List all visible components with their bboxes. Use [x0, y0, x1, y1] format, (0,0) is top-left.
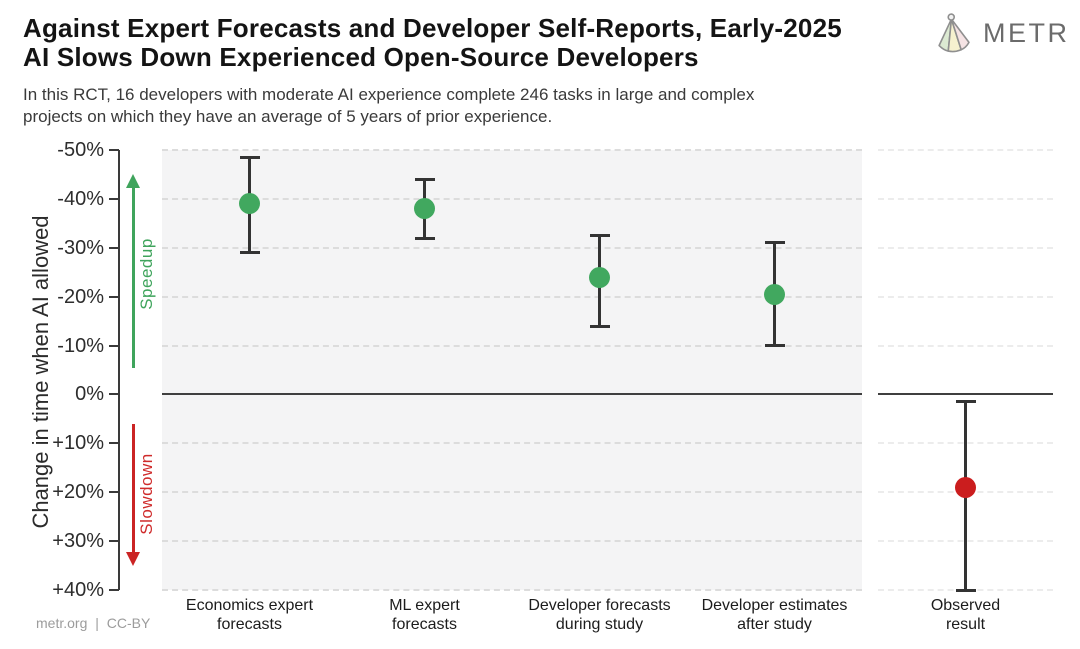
x-axis-label: Observed result: [930, 597, 1001, 633]
y-tick-label: -30%: [57, 236, 104, 259]
speedup-arrow-head-icon: [125, 174, 140, 188]
gridline: [878, 295, 1053, 298]
y-tick-mark: [109, 246, 119, 249]
gridline: [162, 589, 862, 591]
error-cap-bottom: [239, 251, 260, 255]
gridline: [878, 246, 1053, 249]
gridline: [162, 246, 862, 249]
slowdown-arrow: [131, 424, 135, 554]
y-tick-mark: [109, 149, 119, 151]
y-tick-mark: [109, 393, 119, 396]
y-tick-label: 0%: [75, 383, 104, 406]
metr-logo: METR: [931, 10, 1071, 56]
error-cap-top: [589, 234, 610, 238]
error-cap-top: [764, 241, 785, 245]
data-point: [955, 476, 976, 498]
y-tick-mark: [109, 295, 119, 298]
y-tick-mark: [109, 589, 119, 591]
x-axis-label: Developer forecasts during study: [528, 597, 671, 633]
y-tick-mark: [109, 344, 119, 347]
y-tick-label: +10%: [52, 432, 104, 455]
gridline: [162, 295, 862, 298]
gridline: [162, 442, 862, 445]
gridline: [878, 344, 1053, 347]
y-tick-label: +30%: [52, 530, 104, 553]
error-cap-bottom: [414, 236, 435, 240]
speedup-arrow: [131, 186, 135, 368]
y-tick-mark: [109, 491, 119, 494]
data-point: [239, 193, 260, 215]
footer-credit: metr.org | CC-BY: [36, 615, 151, 631]
error-cap-top: [414, 177, 435, 181]
error-cap-bottom: [764, 344, 785, 348]
y-axis-spine: [118, 150, 120, 590]
y-tick-mark: [109, 197, 119, 200]
gridline: [878, 197, 1053, 200]
metr-logo-icon: [938, 13, 970, 53]
data-point: [589, 266, 610, 288]
error-cap-bottom: [955, 588, 976, 592]
gridline: [162, 540, 862, 543]
gridline: [162, 149, 862, 151]
zero-line: [878, 393, 1053, 396]
gridline: [162, 197, 862, 200]
gridline: [162, 491, 862, 494]
y-tick-label: -50%: [57, 139, 104, 161]
y-tick-label: +20%: [52, 481, 104, 504]
zero-line: [162, 393, 862, 396]
x-axis-label: Economics expert forecasts: [185, 597, 314, 633]
error-cap-bottom: [589, 324, 610, 328]
y-tick-label: -40%: [57, 187, 104, 210]
y-tick-label: -20%: [57, 285, 104, 308]
slowdown-arrow-head-icon: [125, 552, 140, 566]
error-cap-top: [955, 400, 976, 404]
page-title-line-2: AI Slows Down Experienced Open-Source De…: [23, 42, 699, 72]
gridline: [878, 149, 1053, 151]
page-subtitle-line-1: In this RCT, 16 developers with moderate…: [23, 85, 755, 104]
y-tick-label: +40%: [52, 579, 104, 601]
error-cap-top: [239, 155, 260, 159]
y-tick-mark: [109, 540, 119, 543]
x-axis-label: ML expert forecasts: [389, 597, 460, 633]
data-point: [414, 198, 435, 220]
gridline: [162, 344, 862, 347]
metr-logo-text: METR: [983, 17, 1070, 48]
plot-panel-forecasts: [162, 150, 862, 590]
x-axis-label: Developer estimates after study: [701, 597, 848, 633]
y-tick-label: -10%: [57, 334, 104, 357]
page-subtitle-line-2: projects on which they have an average o…: [23, 107, 553, 126]
page-title-line-1: Against Expert Forecasts and Developer S…: [23, 13, 842, 43]
y-tick-mark: [109, 442, 119, 445]
data-point: [764, 283, 785, 305]
